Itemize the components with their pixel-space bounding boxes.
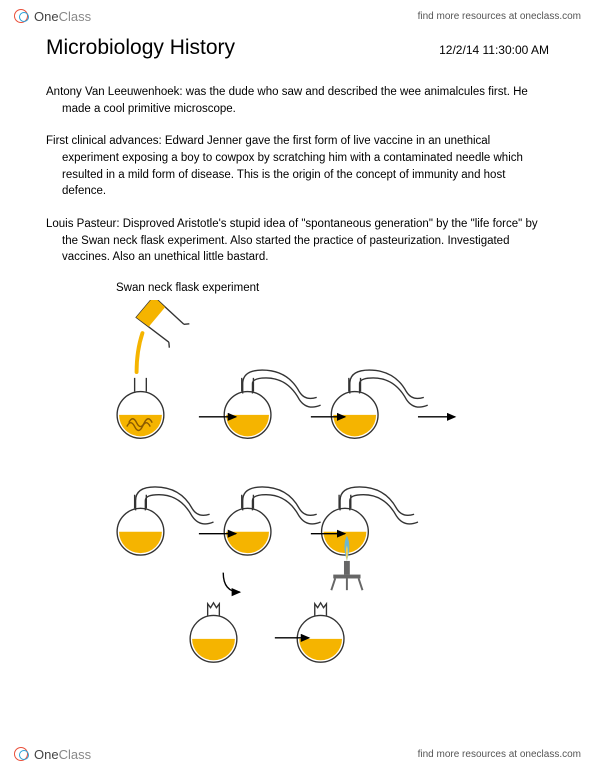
brand-part1: One: [34, 747, 59, 762]
document-body: Microbiology History 12/2/14 11:30:00 AM…: [0, 32, 595, 675]
title-row: Microbiology History 12/2/14 11:30:00 AM: [46, 36, 549, 60]
paragraph-pasteur: Louis Pasteur: Disproved Aristotle's stu…: [46, 216, 549, 266]
page-datetime: 12/2/14 11:30:00 AM: [439, 43, 549, 57]
paragraph-jenner: First clinical advances: Edward Jenner g…: [46, 133, 549, 200]
brand-part2: Class: [59, 747, 92, 762]
logo-rings-icon: [14, 8, 30, 24]
paragraph-leeuwenhoek: Antony Van Leeuwenhoek: was the dude who…: [46, 84, 549, 117]
brand-logo-footer: OneClass: [14, 746, 91, 762]
page-footer: OneClass find more resources at oneclass…: [0, 738, 595, 770]
brand-logo: OneClass: [14, 8, 91, 24]
brand-part1: One: [34, 9, 59, 24]
brand-part2: Class: [59, 9, 92, 24]
header-resources-link[interactable]: find more resources at oneclass.com: [418, 11, 581, 22]
swan-neck-diagram: [96, 300, 516, 670]
diagram-caption: Swan neck flask experiment: [116, 282, 549, 294]
footer-resources-link[interactable]: find more resources at oneclass.com: [418, 749, 581, 760]
logo-rings-icon: [14, 746, 30, 762]
page-title: Microbiology History: [46, 36, 235, 60]
page-header: OneClass find more resources at oneclass…: [0, 0, 595, 32]
